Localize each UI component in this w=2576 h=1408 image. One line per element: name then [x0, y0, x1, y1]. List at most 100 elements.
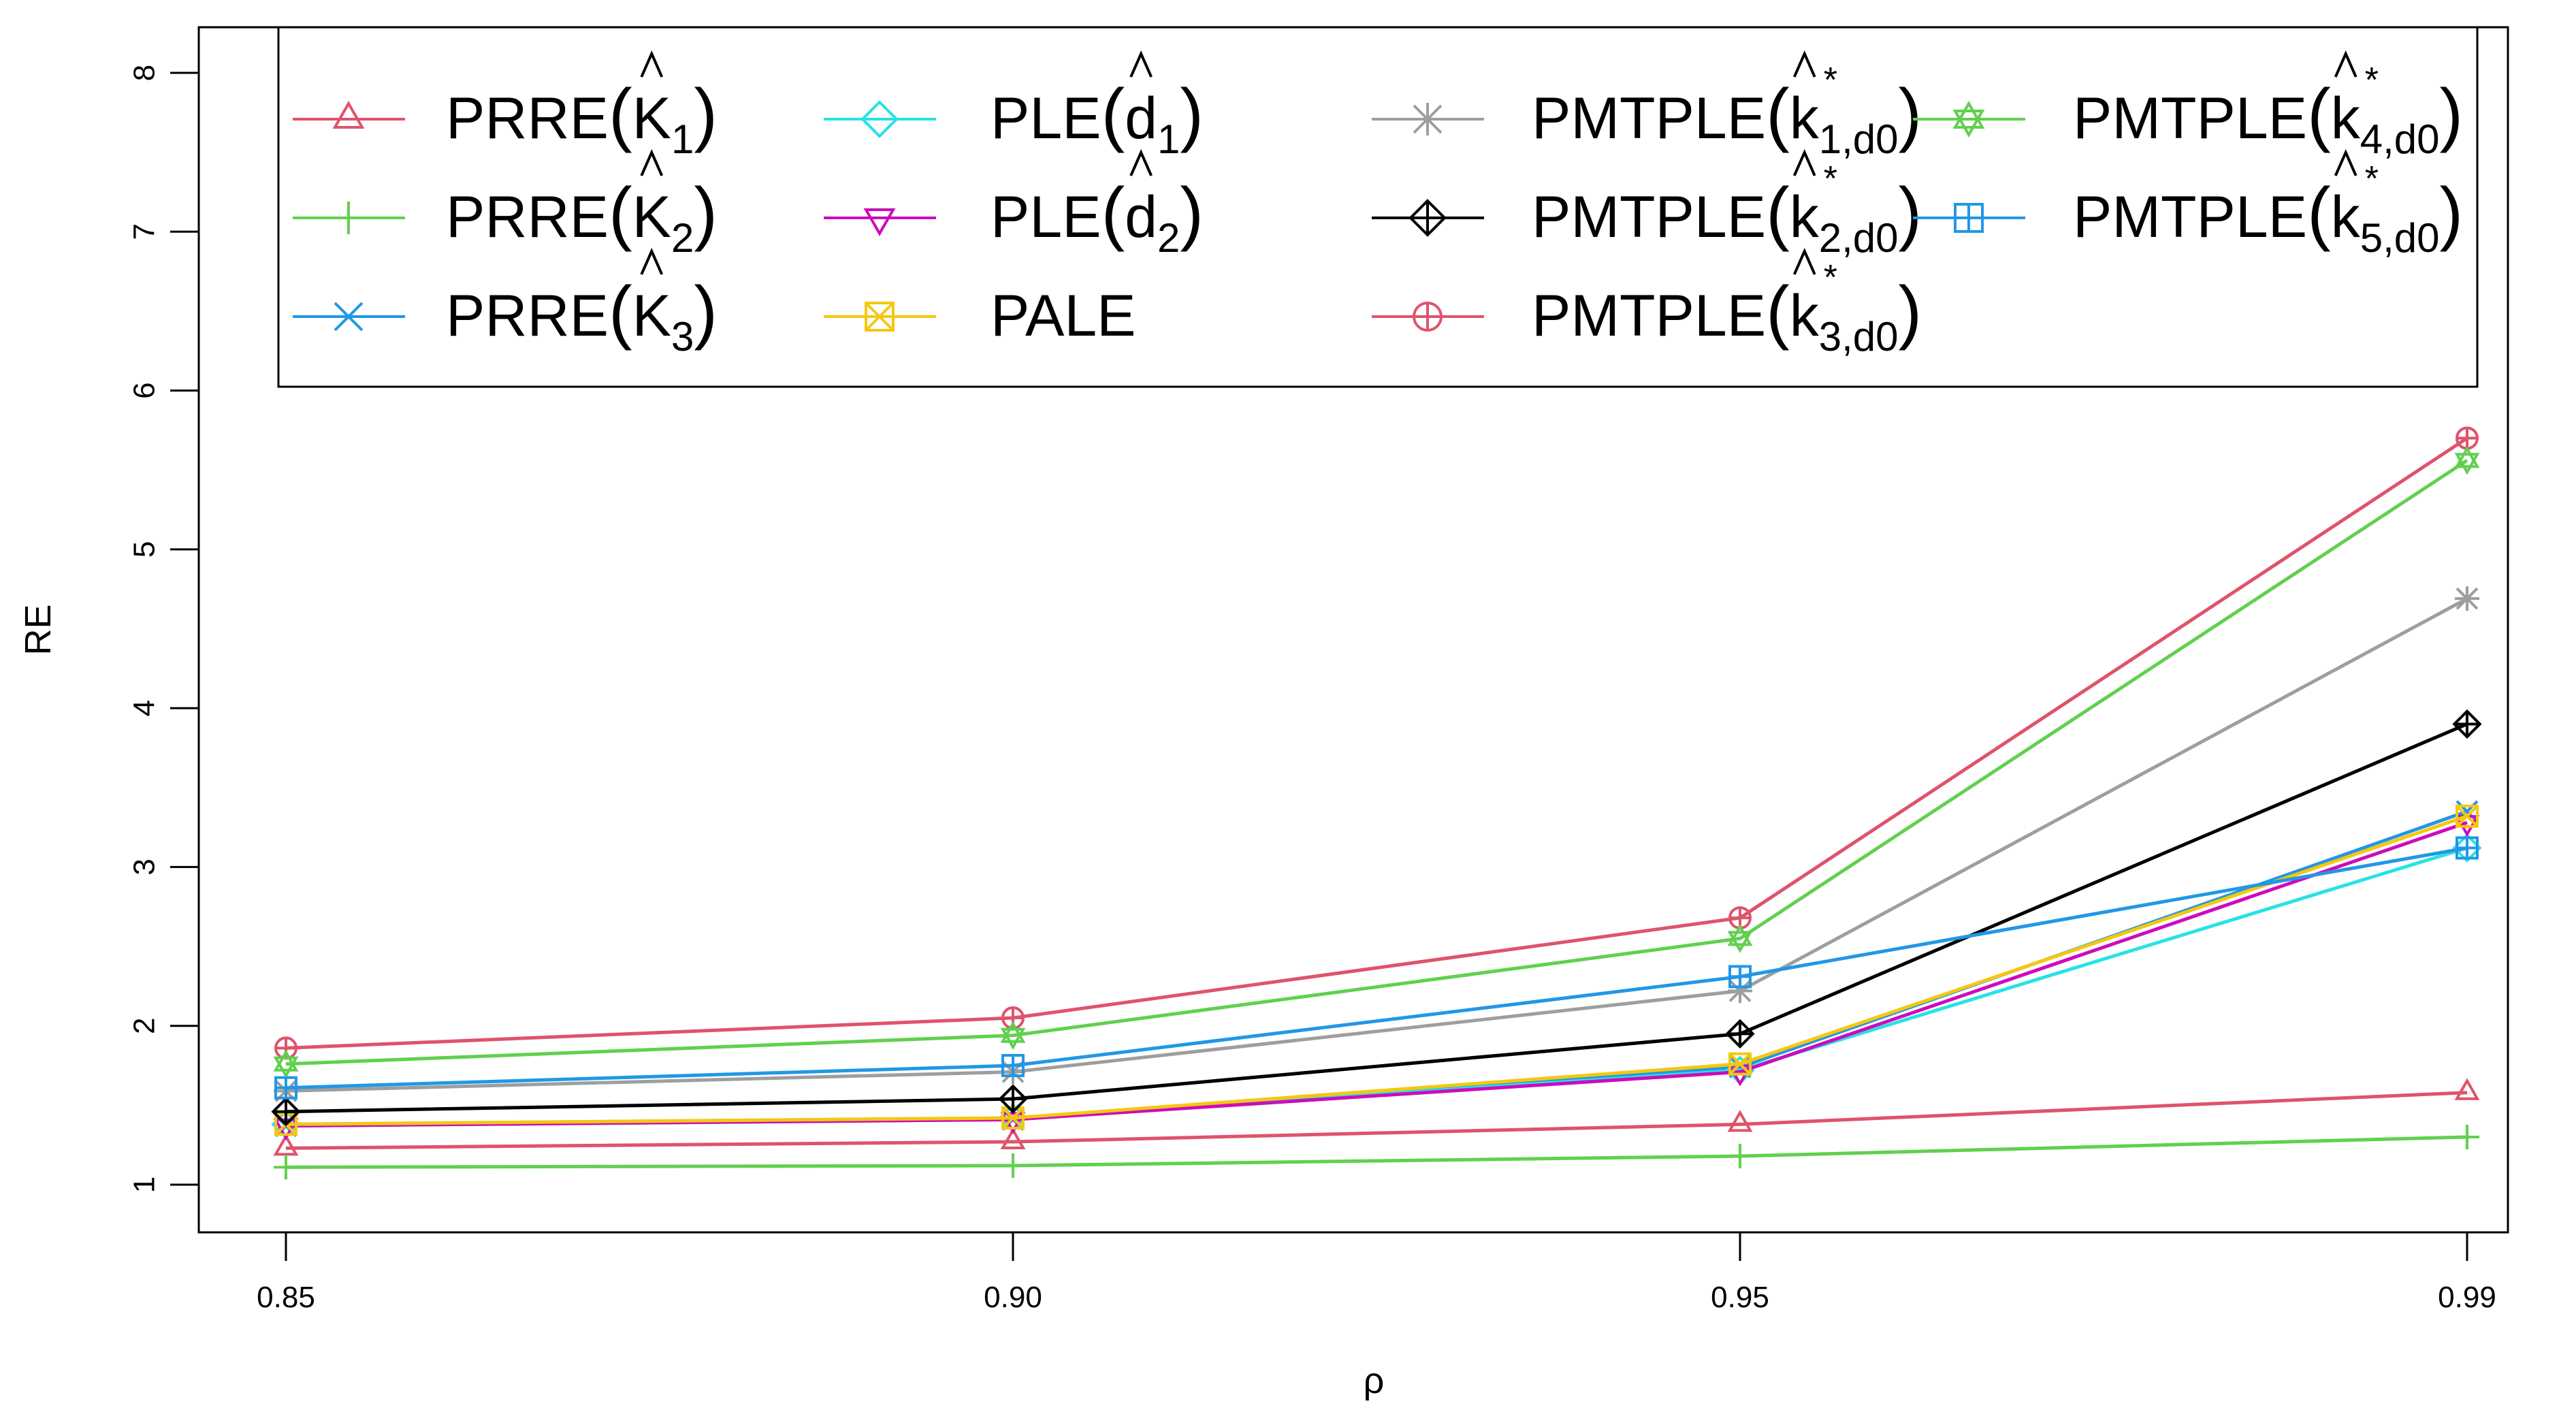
- data-point: [2455, 586, 2479, 611]
- data-point: [1728, 1052, 1752, 1076]
- legend-label-subscript: 3: [671, 314, 694, 359]
- data-point: [2456, 836, 2479, 860]
- diamond-shape: [860, 100, 899, 138]
- legend-label-paren: (: [609, 272, 632, 351]
- y-tick-label: 5: [128, 541, 161, 558]
- legend-label: PMTPLE(k4,d0): [2073, 75, 2463, 162]
- triangle-up-shape: [1727, 1110, 1753, 1132]
- legend-label-paren: (: [1766, 75, 1790, 154]
- square-shape: [865, 302, 895, 332]
- cross-b: [334, 302, 364, 332]
- triangle-down-shape: [863, 208, 896, 237]
- data-point: [2456, 804, 2479, 828]
- data-point: [2454, 1078, 2480, 1100]
- y-tick-label: 3: [128, 859, 161, 875]
- legend-label-variable: k: [1790, 283, 1820, 349]
- data-point: [998, 1084, 1028, 1114]
- legend-label-variable: K: [632, 86, 671, 151]
- star-superscript: *: [2365, 61, 2379, 100]
- legend-label: PRRE(K3): [446, 272, 718, 359]
- legend-label-variable: k: [1790, 86, 1820, 151]
- y-tick-label: 4: [128, 700, 161, 716]
- series-9: [274, 426, 2479, 1060]
- legend-entry: PMTPLE(k2,d0)*: [1372, 149, 1922, 261]
- series-line: [285, 596, 2468, 1093]
- legend-label-paren: (: [1766, 272, 1790, 351]
- triangle-up-shape: [1000, 1127, 1026, 1150]
- hat-accent: [640, 248, 664, 275]
- x-tick-label: 0.90: [984, 1281, 1042, 1314]
- legend-label-paren: (: [2307, 174, 2331, 253]
- series-8: [271, 709, 2482, 1127]
- legend-marker: [1408, 199, 1447, 237]
- legend-entry: PMTPLE(k5,d0)*: [1913, 149, 2463, 261]
- legend-label-paren: ): [1899, 272, 1922, 351]
- hat-star-accent: [2334, 50, 2357, 78]
- legend-label-paren: (: [1766, 174, 1790, 253]
- data-point: [2452, 833, 2482, 863]
- hat-accent: [640, 50, 664, 78]
- legend-label-base: PRRE: [446, 86, 609, 151]
- series-6: [274, 804, 2479, 1136]
- legend-label-base: PLE: [991, 185, 1101, 250]
- legend-entry: PRRE(K3): [293, 248, 718, 359]
- legend-label-paren: ): [1899, 174, 1922, 253]
- legend-marker: [1411, 103, 1444, 135]
- y-tick-label: 8: [128, 65, 161, 81]
- hat-accent: [1129, 149, 1153, 176]
- series-line: [285, 436, 2468, 1050]
- legend-label: PRRE(K2): [446, 174, 718, 261]
- legend-marker: [865, 302, 895, 332]
- series-7: [274, 586, 2479, 1104]
- hat-star-accent: [1792, 149, 1816, 176]
- cross-b: [1728, 1053, 1752, 1076]
- legend-label-paren: ): [2440, 75, 2464, 154]
- triangle-up-shape: [332, 100, 365, 129]
- triangle-up-shape: [2454, 445, 2480, 468]
- x-axis: 0.85 0.90 0.95 0.99: [257, 1231, 2496, 1314]
- triangle-down-shape: [2454, 453, 2480, 475]
- data-point: [273, 1049, 299, 1078]
- legend-label-subscript: 5,d0: [2360, 215, 2440, 261]
- series-line: [285, 459, 2468, 1066]
- y-tick-label: 7: [128, 223, 161, 240]
- data-point: [274, 1155, 298, 1180]
- legend-label-paren: ): [1180, 75, 1204, 154]
- legend-label-variable: k: [2331, 185, 2361, 250]
- series-layer: [271, 426, 2482, 1180]
- legend-label-paren: (: [1101, 174, 1125, 253]
- diamond-shape: [2452, 833, 2482, 863]
- legend-label-base: PMTPLE: [1532, 86, 1766, 151]
- data-point: [1728, 965, 1752, 989]
- legend-label-paren: ): [694, 75, 718, 154]
- legend-label: PMTPLE(k5,d0): [2073, 174, 2463, 261]
- data-point: [1000, 1127, 1026, 1150]
- legend-label-subscript: 1: [1157, 116, 1180, 162]
- star-superscript: *: [1824, 159, 1837, 199]
- triangle-up-shape: [1000, 1021, 1026, 1043]
- y-tick-label: 1: [128, 1177, 161, 1193]
- data-point: [2454, 445, 2480, 475]
- hat-star-accent: [1792, 248, 1816, 275]
- legend-marker: [332, 202, 365, 234]
- triangle-down-shape: [1727, 931, 1753, 953]
- y-tick-label: 2: [128, 1017, 161, 1034]
- legend-label-base: PMTPLE: [2073, 86, 2307, 151]
- legend-label-paren: ): [2440, 174, 2464, 253]
- legend-entry: PRRE(K1): [293, 50, 718, 162]
- asterisk-b: [1413, 104, 1443, 134]
- square-shape: [2456, 804, 2479, 828]
- triangle-up-shape: [1952, 100, 1985, 129]
- hat-star-accent: [2334, 149, 2357, 176]
- legend-marker: [860, 100, 899, 138]
- legend-marker: [1413, 302, 1443, 332]
- legend-marker: [863, 208, 896, 237]
- legend-label-base: PRRE: [446, 283, 609, 349]
- hat-star-accent: [1792, 50, 1816, 78]
- legend: PRRE(K1)PRRE(K2)PRRE(K3)PLE(d1)PLE(d2)PA…: [277, 26, 2479, 388]
- legend-label-paren: (: [609, 75, 632, 154]
- legend-label-subscript: 1,d0: [1819, 116, 1899, 162]
- legend-label: PMTPLE(k1,d0): [1532, 75, 1922, 162]
- triangle-up-shape: [1727, 924, 1753, 946]
- hat-accent: [640, 149, 664, 176]
